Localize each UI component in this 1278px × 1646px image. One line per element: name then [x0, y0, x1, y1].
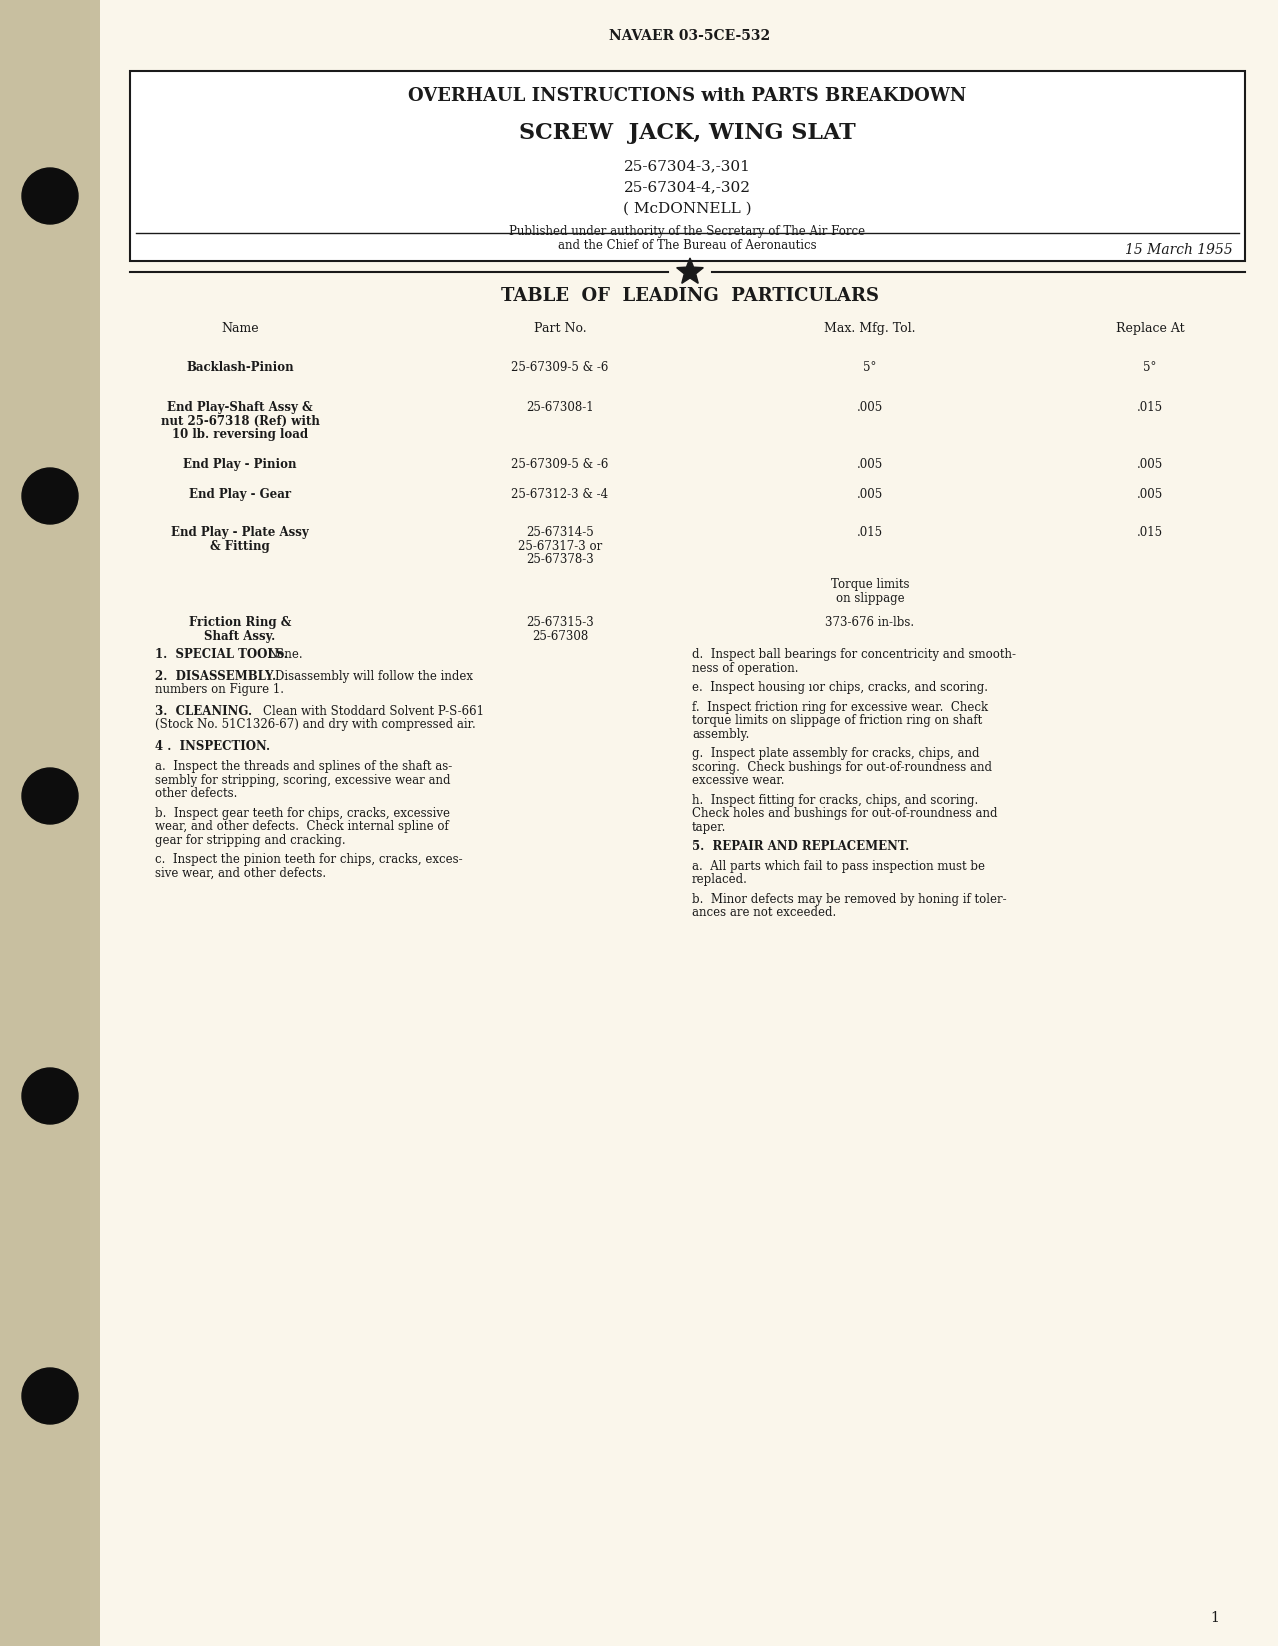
Text: OVERHAUL INSTRUCTIONS with PARTS BREAKDOWN: OVERHAUL INSTRUCTIONS with PARTS BREAKDO…: [408, 87, 966, 105]
Text: Max. Mfg. Tol.: Max. Mfg. Tol.: [824, 321, 916, 334]
Text: on slippage: on slippage: [836, 591, 905, 604]
Text: and the Chief of The Bureau of Aeronautics: and the Chief of The Bureau of Aeronauti…: [558, 239, 817, 252]
Circle shape: [22, 467, 78, 523]
Text: 25-67312-3 & -4: 25-67312-3 & -4: [511, 487, 608, 500]
Bar: [130, 71, 1245, 262]
Text: Clean with Stoddard Solvent P-S-661: Clean with Stoddard Solvent P-S-661: [263, 704, 484, 718]
Circle shape: [22, 168, 78, 224]
Text: 1.  SPECIAL TOOLS.: 1. SPECIAL TOOLS.: [155, 649, 288, 662]
Circle shape: [22, 769, 78, 825]
Text: (Stock No. 51C1326-67) and dry with compressed air.: (Stock No. 51C1326-67) and dry with comp…: [155, 718, 475, 731]
Text: c.  Inspect the pinion teeth for chips, cracks, exces-: c. Inspect the pinion teeth for chips, c…: [155, 853, 463, 866]
Text: 25-67308-1: 25-67308-1: [527, 402, 594, 415]
Text: Part No.: Part No.: [534, 321, 587, 334]
Text: 25-67308: 25-67308: [532, 629, 588, 642]
Circle shape: [22, 1368, 78, 1424]
Polygon shape: [676, 258, 703, 283]
Text: 5°: 5°: [864, 360, 877, 374]
Text: 2.  DISASSEMBLY.: 2. DISASSEMBLY.: [155, 670, 276, 683]
Text: SCREW  JACK, WING SLAT: SCREW JACK, WING SLAT: [519, 122, 856, 143]
Text: h.  Inspect fitting for cracks, chips, and scoring.: h. Inspect fitting for cracks, chips, an…: [691, 793, 978, 807]
Text: b.  Inspect gear teeth for chips, cracks, excessive: b. Inspect gear teeth for chips, cracks,…: [155, 807, 450, 820]
Text: 5.  REPAIR AND REPLACEMENT.: 5. REPAIR AND REPLACEMENT.: [691, 839, 909, 853]
Text: other defects.: other defects.: [155, 787, 238, 800]
Text: a.  All parts which fail to pass inspection must be: a. All parts which fail to pass inspecti…: [691, 859, 985, 872]
Text: .005: .005: [1137, 458, 1163, 471]
Bar: [0, 0, 100, 1646]
Text: excessive wear.: excessive wear.: [691, 774, 785, 787]
Text: nut 25-67318 (Ref) with: nut 25-67318 (Ref) with: [161, 415, 320, 428]
Text: ness of operation.: ness of operation.: [691, 662, 799, 675]
Text: Replace At: Replace At: [1116, 321, 1185, 334]
Text: .005: .005: [856, 458, 883, 471]
Circle shape: [22, 1068, 78, 1124]
Text: .015: .015: [1137, 402, 1163, 415]
Text: 25-67304-4,-302: 25-67304-4,-302: [624, 179, 751, 194]
Text: 10 lb. reversing load: 10 lb. reversing load: [173, 428, 308, 441]
Text: TABLE  OF  LEADING  PARTICULARS: TABLE OF LEADING PARTICULARS: [501, 286, 879, 305]
Text: torque limits on slippage of friction ring on shaft: torque limits on slippage of friction ri…: [691, 714, 983, 728]
Text: 25-67314-5: 25-67314-5: [527, 527, 594, 538]
Text: .005: .005: [856, 402, 883, 415]
Text: numbers on Figure 1.: numbers on Figure 1.: [155, 683, 284, 696]
Text: 25-67309-5 & -6: 25-67309-5 & -6: [511, 458, 608, 471]
Text: Disassembly will follow the index: Disassembly will follow the index: [275, 670, 473, 683]
Text: gear for stripping and cracking.: gear for stripping and cracking.: [155, 833, 345, 846]
Text: e.  Inspect housing ıor chips, cracks, and scoring.: e. Inspect housing ıor chips, cracks, an…: [691, 681, 988, 695]
Text: taper.: taper.: [691, 820, 726, 833]
Text: ( McDONNELL ): ( McDONNELL ): [624, 202, 751, 216]
Text: End Play - Gear: End Play - Gear: [189, 487, 291, 500]
Text: scoring.  Check bushings for out-of-roundness and: scoring. Check bushings for out-of-round…: [691, 760, 992, 774]
Text: NAVAER 03-5CE-532: NAVAER 03-5CE-532: [610, 30, 771, 43]
Text: ances are not exceeded.: ances are not exceeded.: [691, 905, 836, 918]
Text: 15 March 1955: 15 March 1955: [1125, 244, 1233, 257]
Text: .015: .015: [1137, 527, 1163, 538]
Text: a.  Inspect the threads and splines of the shaft as-: a. Inspect the threads and splines of th…: [155, 760, 452, 774]
Text: 25-67378-3: 25-67378-3: [527, 553, 594, 566]
Text: Shaft Assy.: Shaft Assy.: [204, 629, 276, 642]
Text: 1: 1: [1210, 1611, 1219, 1625]
Text: 4 .  INSPECTION.: 4 . INSPECTION.: [155, 739, 270, 752]
Text: Name: Name: [221, 321, 259, 334]
Text: End Play-Shaft Assy &: End Play-Shaft Assy &: [167, 402, 313, 415]
Text: 373-676 in-lbs.: 373-676 in-lbs.: [826, 616, 915, 629]
Text: Torque limits: Torque limits: [831, 578, 909, 591]
Text: 25-67317-3 or: 25-67317-3 or: [518, 540, 602, 553]
Text: replaced.: replaced.: [691, 872, 748, 886]
Text: wear, and other defects.  Check internal spline of: wear, and other defects. Check internal …: [155, 820, 449, 833]
Text: g.  Inspect plate assembly for cracks, chips, and: g. Inspect plate assembly for cracks, ch…: [691, 747, 979, 760]
Text: End Play - Plate Assy: End Play - Plate Assy: [171, 527, 309, 538]
Text: 25-67309-5 & -6: 25-67309-5 & -6: [511, 360, 608, 374]
Text: 3.  CLEANING.: 3. CLEANING.: [155, 704, 252, 718]
Text: sembly for stripping, scoring, excessive wear and: sembly for stripping, scoring, excessive…: [155, 774, 451, 787]
Text: 25-67304-3,-301: 25-67304-3,-301: [624, 160, 751, 173]
Text: sive wear, and other defects.: sive wear, and other defects.: [155, 866, 326, 879]
Text: None.: None.: [267, 649, 303, 662]
Text: .015: .015: [858, 527, 883, 538]
Text: & Fitting: & Fitting: [210, 540, 270, 553]
Text: .005: .005: [856, 487, 883, 500]
Text: b.  Minor defects may be removed by honing if toler-: b. Minor defects may be removed by honin…: [691, 892, 1007, 905]
Text: End Play - Pinion: End Play - Pinion: [183, 458, 296, 471]
Text: .005: .005: [1137, 487, 1163, 500]
Text: assembly.: assembly.: [691, 728, 749, 741]
Text: Friction Ring &: Friction Ring &: [189, 616, 291, 629]
Text: 25-67315-3: 25-67315-3: [527, 616, 594, 629]
Text: Published under authority of the Secretary of The Air Force: Published under authority of the Secreta…: [510, 224, 865, 237]
Text: d.  Inspect ball bearings for concentricity and smooth-: d. Inspect ball bearings for concentrici…: [691, 649, 1016, 662]
Text: 5°: 5°: [1144, 360, 1157, 374]
Text: Backlash-Pinion: Backlash-Pinion: [187, 360, 294, 374]
Text: Check holes and bushings for out-of-roundness and: Check holes and bushings for out-of-roun…: [691, 807, 998, 820]
Text: f.  Inspect friction ring for excessive wear.  Check: f. Inspect friction ring for excessive w…: [691, 701, 988, 713]
